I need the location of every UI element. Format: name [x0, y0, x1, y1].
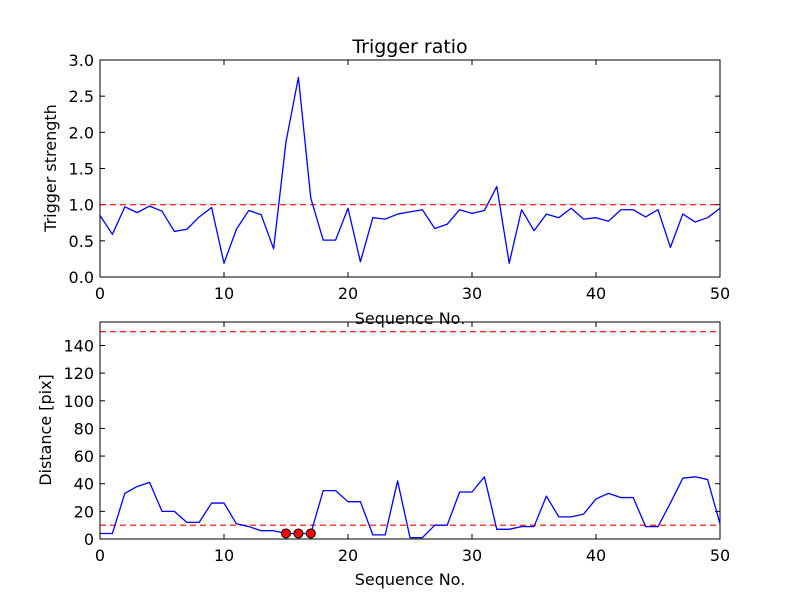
highlight-marker [293, 528, 304, 539]
y-tick-label: 40 [74, 475, 94, 494]
y-tick-label: 80 [74, 419, 94, 438]
tick-group: 0 10 20 30 40 50 0 20 40 60 80 100 120 140 [63, 322, 730, 565]
series-line [100, 476, 721, 539]
y-tick-label: 3.0 [69, 51, 94, 70]
x-axis-label: Sequence No. [355, 570, 466, 589]
plot-area [99, 76, 721, 264]
y-tick-label: 120 [63, 364, 94, 383]
trigger-ratio-panel: Trigger ratio 0 10 20 30 40 50 0.0 0.5 1.0 1.5 2.0… [41, 36, 730, 328]
x-tick-label: 50 [710, 546, 730, 565]
y-tick-label: 20 [74, 502, 94, 521]
y-tick-label: 100 [63, 392, 94, 411]
y-axis-label: Trigger strength [41, 104, 60, 233]
axes-frame [99, 59, 721, 278]
x-tick-label: 30 [462, 284, 482, 303]
highlight-marker [281, 528, 291, 539]
chart-title: Trigger ratio [351, 36, 467, 58]
y-tick-label: 60 [74, 447, 94, 466]
x-tick-label: 20 [338, 284, 358, 303]
distance-panel: 0 10 20 30 40 50 0 20 40 60 80 100 120 140 Sequence N… [36, 321, 730, 589]
tick-group: 0 10 20 30 40 50 0.0 0.5 1.0 1.5 2.0 2.5 3.0 [69, 51, 731, 303]
x-tick-label: 40 [586, 284, 606, 303]
axes-frame [99, 321, 721, 540]
x-tick-label: 50 [710, 284, 730, 303]
x-tick-label: 20 [338, 546, 358, 565]
highlight-marker [305, 528, 316, 539]
x-axis-label: Sequence No. [355, 309, 466, 328]
x-tick-label: 10 [214, 284, 234, 303]
y-axis-label: Distance [pix] [36, 374, 55, 486]
y-tick-label: 2.5 [69, 87, 94, 106]
x-tick-label: 10 [214, 546, 234, 565]
y-tick-label: 140 [63, 336, 94, 355]
y-tick-label: 0.5 [69, 232, 94, 251]
y-tick-label: 2.0 [69, 123, 94, 142]
x-tick-label: 0 [95, 546, 105, 565]
x-tick-label: 30 [462, 546, 482, 565]
y-tick-label: 0 [84, 530, 94, 549]
y-tick-label: 1.0 [69, 196, 94, 215]
y-tick-label: 1.5 [69, 160, 94, 179]
series-line [99, 76, 721, 264]
x-tick-label: 0 [95, 284, 105, 303]
x-tick-label: 40 [586, 546, 606, 565]
y-tick-label: 0.0 [69, 268, 94, 287]
plot-area [100, 331, 721, 539]
